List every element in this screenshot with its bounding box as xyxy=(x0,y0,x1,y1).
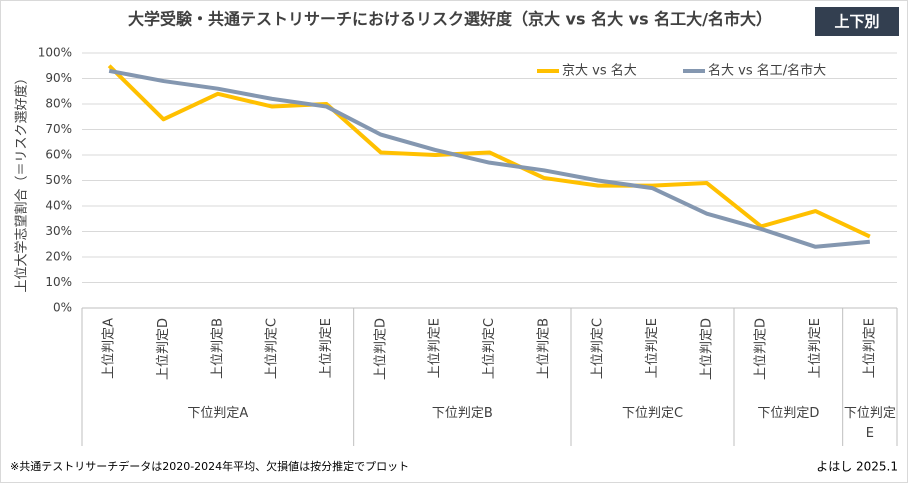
x-tick-label: 上位判定E xyxy=(862,318,877,378)
series-line xyxy=(108,68,871,249)
x-tick-label: 上位判定E xyxy=(808,318,823,378)
x-tick-label: 上位判定C xyxy=(265,318,280,379)
y-tick-label: 10% xyxy=(45,275,72,289)
group-label: 下位判定A xyxy=(187,406,249,421)
badge-box xyxy=(815,7,899,36)
group-label: 下位判定E xyxy=(843,406,896,441)
x-tick-label: 上位判定E xyxy=(645,318,660,378)
x-tick-label: 上位判定D xyxy=(373,318,388,380)
y-tick-label: 60% xyxy=(45,148,72,162)
y-tick-label: 50% xyxy=(45,173,72,187)
y-tick-label: 40% xyxy=(45,199,72,213)
group-label: 下位判定C xyxy=(621,406,684,421)
y-tick-label: 70% xyxy=(45,122,72,136)
credit: よはし 2025.1 xyxy=(816,460,898,474)
x-tick-label: 上位判定C xyxy=(482,318,497,379)
x-tick-label: 上位判定E xyxy=(319,318,334,378)
chart-title: 大学受験・共通テストリサーチにおけるリスク選好度（京大 vs 名大 vs 名工大… xyxy=(128,10,772,29)
footnote: ※共通テストリサーチデータは2020-2024年平均、欠損値は按分推定でプロット xyxy=(10,459,409,473)
x-tick-label: 上位判定E xyxy=(428,318,443,378)
group-label: 下位判定D xyxy=(757,406,820,421)
y-tick-label: 20% xyxy=(45,250,72,264)
legend-label: 名大 vs 名工/名市大 xyxy=(708,63,826,79)
x-tick-label: 上位判定B xyxy=(536,318,551,379)
x-tick-label: 上位判定B xyxy=(210,318,225,379)
x-tick-label: 上位判定D xyxy=(754,318,769,380)
y-tick-label: 100% xyxy=(38,46,72,60)
y-tick-label: 0% xyxy=(53,301,72,315)
x-tick-label: 上位判定A xyxy=(102,318,117,379)
y-tick-label: 90% xyxy=(45,71,72,85)
y-axis-title: 上位大学志望割合（＝リスク選好度） xyxy=(14,71,30,292)
y-tick-label: 80% xyxy=(45,97,72,111)
group-label: 下位判定B xyxy=(431,406,493,421)
series-line xyxy=(107,64,871,239)
x-tick-label: 上位判定C xyxy=(591,318,606,379)
x-tick-label: 上位判定D xyxy=(156,318,171,380)
y-tick-label: 30% xyxy=(45,224,72,238)
legend-label: 京大 vs 名大 xyxy=(562,63,637,79)
x-tick-label: 上位判定D xyxy=(699,318,714,380)
badge: 上下別 xyxy=(834,13,879,31)
